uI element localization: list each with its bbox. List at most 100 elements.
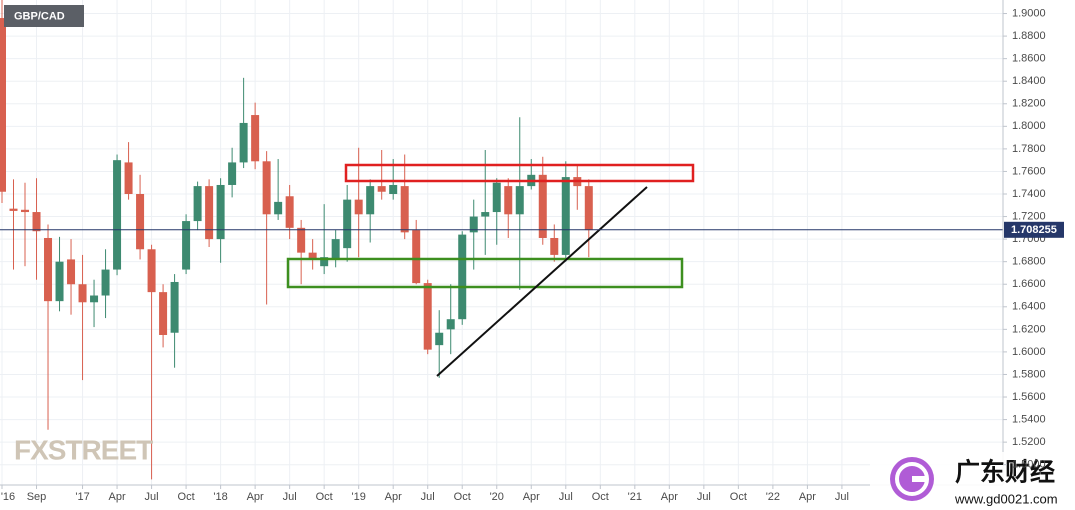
candle-body: [550, 237, 559, 255]
y-tick-label: 1.5000: [1012, 459, 1046, 471]
candle-body: [136, 194, 145, 250]
y-tick-label: 1.8600: [1012, 53, 1046, 65]
y-tick-label: 1.8800: [1012, 30, 1046, 42]
x-tick-label: Oct: [730, 491, 747, 503]
logo-bar: [912, 476, 926, 482]
candle-body: [193, 186, 202, 222]
candle-body: [0, 18, 6, 192]
candle-body: [205, 186, 214, 240]
last-price-box: [1004, 221, 1064, 238]
y-tick-label: 1.6600: [1012, 278, 1046, 290]
candle-body: [170, 281, 179, 333]
candle-body: [124, 162, 133, 194]
candle-body: [228, 162, 237, 185]
candle-body: [101, 269, 110, 296]
x-tick-label: Apr: [247, 491, 264, 503]
candle-body: [492, 182, 501, 213]
x-tick-label: Apr: [523, 491, 540, 503]
watermark: FXSTREET: [14, 434, 153, 465]
candle-body: [90, 295, 99, 303]
x-tick-label: Apr: [799, 491, 816, 503]
candle-body: [458, 234, 467, 320]
candle-body: [389, 184, 398, 194]
resistance-box: [344, 163, 695, 183]
x-tick-label: '20: [490, 491, 504, 503]
candle-body: [216, 184, 225, 240]
x-tick-label: Oct: [316, 491, 333, 503]
x-tick-label: '22: [766, 491, 780, 503]
logo: 广东财经 www.gd0021.com: [870, 452, 1075, 510]
x-tick-label: Oct: [454, 491, 471, 503]
candle-body: [331, 239, 340, 260]
y-tick-label: 1.6800: [1012, 256, 1046, 268]
y-tick-label: 1.5400: [1012, 413, 1046, 425]
y-tick-label: 1.6400: [1012, 301, 1046, 313]
candle-body: [400, 186, 409, 233]
candle-body: [239, 122, 248, 163]
x-tick-label: Jul: [835, 491, 849, 503]
candle-body: [584, 186, 593, 231]
symbol-label: GBP/CAD: [14, 10, 65, 22]
candle-body: [320, 257, 329, 267]
candle-body: [113, 160, 122, 270]
x-tick-label: Apr: [385, 491, 402, 503]
candle-body: [481, 212, 490, 217]
candle-body: [561, 177, 570, 255]
candle-body: [423, 283, 432, 350]
y-tick-label: 1.5600: [1012, 391, 1046, 403]
y-tick-label: 1.6000: [1012, 346, 1046, 358]
y-tick-label: 1.7200: [1012, 210, 1046, 222]
candle-body: [251, 115, 260, 162]
x-tick-label: Jul: [421, 491, 435, 503]
x-tick-label: Jul: [697, 491, 711, 503]
candle-body: [147, 249, 156, 293]
logo-ring: [895, 462, 929, 496]
candle-body: [446, 319, 455, 330]
x-tick-label: '16: [1, 491, 15, 503]
candle-body: [343, 199, 352, 249]
y-tick-label: 1.7600: [1012, 165, 1046, 177]
x-tick-label: Jul: [559, 491, 573, 503]
candles: [0, 0, 593, 480]
y-tick-label: 1.8400: [1012, 75, 1046, 87]
y-tick-label: 1.7400: [1012, 188, 1046, 200]
candle-body: [412, 230, 421, 284]
y-tick-label: 1.8200: [1012, 98, 1046, 110]
candle-body: [469, 216, 478, 233]
x-tick-label: Oct: [178, 491, 195, 503]
x-tick-label: Apr: [661, 491, 678, 503]
candle-body: [32, 212, 41, 232]
candle-body: [21, 209, 30, 213]
x-tick-label: Sep: [27, 491, 47, 503]
candle-body: [78, 284, 87, 303]
candle-body: [297, 227, 306, 253]
y-tick-label: 1.6200: [1012, 323, 1046, 335]
x-tick-label: Oct: [592, 491, 609, 503]
logo-title: 广东财经: [955, 458, 1055, 487]
x-tick-label: Jul: [283, 491, 297, 503]
x-tick-label: '21: [628, 491, 642, 503]
symbol-box: [4, 5, 84, 27]
x-tick-label: Jul: [145, 491, 159, 503]
x-tick-label: '18: [213, 491, 227, 503]
x-tick-label: '19: [352, 491, 366, 503]
candle-body: [435, 332, 444, 346]
candle-body: [354, 199, 363, 215]
y-tick-label: 1.8000: [1012, 120, 1046, 132]
candle-body: [159, 292, 168, 335]
support-box: [286, 257, 684, 289]
candle-body: [515, 186, 524, 215]
y-tick-label: 1.9000: [1012, 7, 1046, 19]
x-tick-label: Apr: [108, 491, 125, 503]
candle-body: [182, 221, 191, 270]
logo-url: www.gd0021.com: [954, 491, 1058, 506]
candle-body: [504, 186, 513, 215]
last-price-label: 1.708255: [1011, 224, 1057, 236]
x-tick-label: '17: [75, 491, 89, 503]
candle-body: [9, 208, 18, 211]
candle-body: [366, 186, 375, 215]
candle-body: [67, 259, 76, 285]
candle-body: [44, 237, 53, 302]
